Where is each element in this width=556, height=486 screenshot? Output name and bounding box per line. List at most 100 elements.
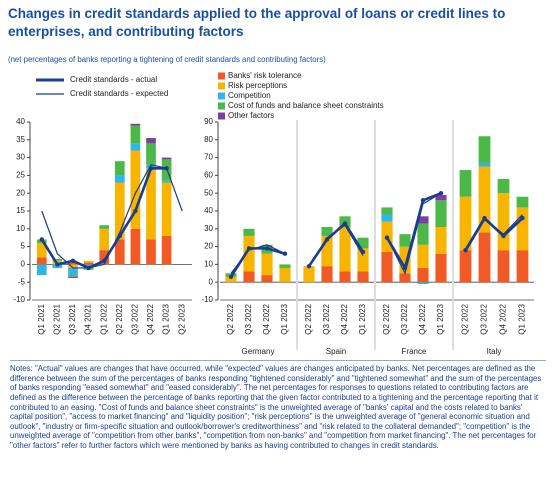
bar-segment [435,253,447,283]
y-tick-label: -10 [201,295,213,304]
legend-swatch [218,72,225,80]
bar-segment [417,282,429,284]
x-tick-label: Q2 2022 [115,303,124,334]
x-tick-label: Q2 2021 [53,303,62,334]
bar-segment [435,200,447,228]
bar-segment [68,275,78,277]
y-tick-label: 40 [204,206,213,215]
line-marker [520,215,525,221]
y-tick-label: 60 [204,171,213,180]
y-tick-label: 10 [16,224,25,233]
bar-segment [146,143,156,165]
x-tick-label: Q4 2021 [84,303,93,334]
bar-segment [146,138,156,144]
bar-segment [478,136,491,163]
x-tick-label: Q3 2022 [480,303,489,334]
bar-segment [381,207,393,215]
x-tick-label: Q2 2022 [226,303,235,334]
bar-segment [357,237,369,249]
line [307,221,365,267]
line [386,192,442,275]
line-marker [482,215,487,221]
y-tick-label: 0 [21,260,26,269]
y-tick-label: -5 [18,277,26,286]
x-tick-label: Q1 2023 [358,303,367,334]
bar-segment [459,196,472,251]
x-tick-label: Q3 2022 [244,303,253,334]
bar-segment [381,251,393,283]
bar-segment [399,234,411,247]
bar-segment [161,235,172,265]
bar-segment [99,250,110,265]
bar-segment [459,170,472,197]
bar-segment [52,259,63,261]
line-marker [133,208,138,214]
x-tick-label: Q1 2023 [518,303,527,334]
x-tick-label: Q3 2022 [322,303,331,334]
bar-segment [417,223,429,245]
bar-segment [321,235,333,267]
bar-segment [261,253,273,276]
legend-label: Banks' risk tolerance [228,71,302,80]
bar-segment [161,180,172,183]
bar-segment [516,250,529,283]
line-marker [70,258,76,264]
bar-segment [243,271,255,283]
x-tick-label: Q2 2022 [382,303,391,334]
bar-segment [339,227,351,272]
bar-segment [261,275,273,283]
bar-segment [225,276,237,283]
x-axis-label: Germany [242,347,275,356]
bar-segment [68,262,78,265]
x-tick-label: Q3 2022 [131,303,140,334]
bar-segment [357,248,369,272]
y-tick-label: -10 [13,295,25,304]
x-tick-label: Q2 2023 [177,303,186,334]
bar-segment [130,150,141,229]
chart-subtitle: (net percentages of banks reporting a ti… [8,55,326,64]
x-axis-label: Spain [326,347,346,356]
y-tick-label: 70 [204,153,213,162]
bar-segment [459,250,472,283]
bar-segment [36,243,47,258]
y-tick-label: 80 [204,135,213,144]
line [41,164,183,269]
bar-segment [417,267,429,283]
bar-segment [99,228,110,251]
bar-segment [478,162,491,167]
bar-segment [399,273,411,283]
x-tick-label: Q1 2023 [280,303,289,334]
bar-segment [497,250,510,283]
bar-segment [36,257,47,265]
y-tick-label: 30 [204,224,213,233]
bar-segment [146,168,156,240]
x-tick-label: Q4 2022 [499,303,508,334]
line-marker [342,221,348,226]
bar-segment [161,182,172,236]
legend-label: Risk perceptions [228,81,287,90]
legend-swatch [218,92,225,100]
bar-segment [417,244,429,268]
y-tick-label: 90 [204,117,213,126]
x-tick-label: Q1 2021 [37,303,46,334]
y-tick-label: 20 [16,188,25,197]
y-tick-label: 15 [16,206,25,215]
y-tick-label: 30 [16,153,25,162]
bar-segment [516,207,529,251]
x-tick-label: Q3 2021 [68,303,77,334]
line-marker [228,274,234,280]
bar-segment [497,178,510,194]
bar-segment [243,235,255,272]
bar-segment [114,175,125,183]
bar-segment [99,225,110,229]
bar-segment [279,267,291,283]
x-tick-label: Q4 2022 [262,303,271,334]
line-marker [55,262,60,267]
bar-segment [279,264,291,268]
legend-label: Cost of funds and balance sheet constrai… [228,101,384,110]
line [464,214,523,253]
y-tick-label: 5 [21,242,26,251]
legend-label: Competition [228,91,271,100]
line-marker [501,233,506,239]
legend-swatch [218,112,225,120]
